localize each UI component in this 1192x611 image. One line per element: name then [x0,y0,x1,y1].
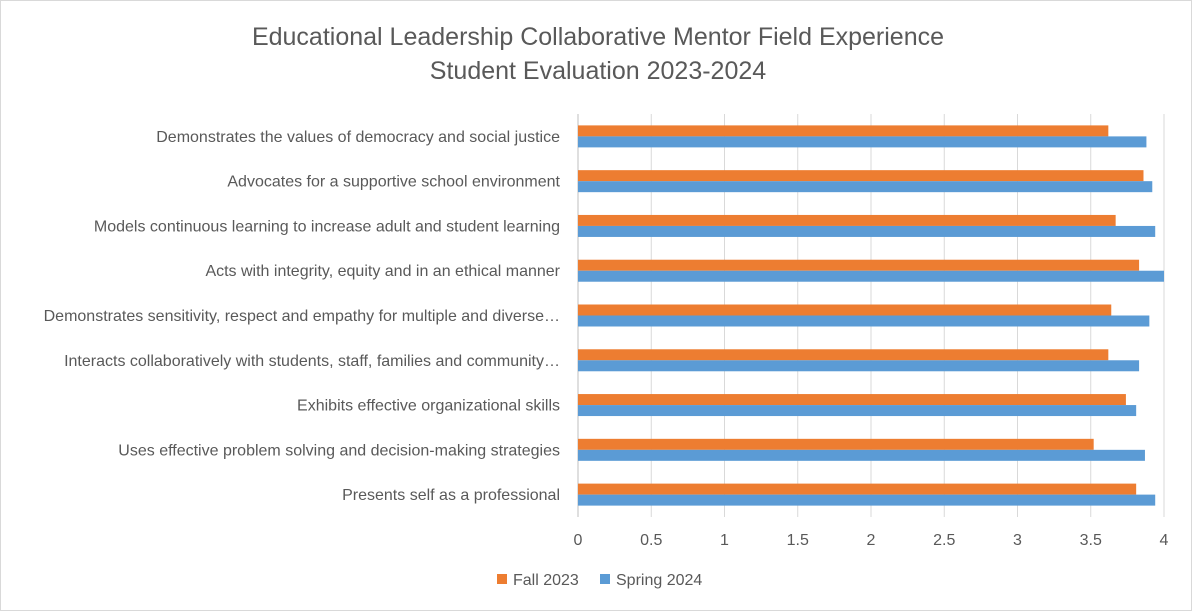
x-tick-label: 3.5 [1080,532,1102,549]
bar-spring-2024 [578,405,1137,417]
bar-fall-2023 [578,438,1094,450]
x-tick-label: 1 [720,532,729,549]
x-tick-label: 0.5 [640,532,662,549]
x-tick-label: 4 [1160,532,1169,549]
bar-spring-2024 [578,494,1156,506]
chart-title-line-2: Student Evaluation 2023-2024 [430,57,766,85]
legend-label: Fall 2023 [513,572,579,589]
legend-label: Spring 2024 [616,572,702,589]
bar-spring-2024 [578,136,1147,148]
bar-fall-2023 [578,304,1112,316]
bar-fall-2023 [578,125,1109,137]
bar-fall-2023 [578,214,1116,226]
bar-spring-2024 [578,181,1153,193]
y-category-label: Acts with integrity, equity and in an et… [205,263,560,280]
bar-spring-2024 [578,315,1150,327]
bar-spring-2024 [578,270,1164,282]
bar-fall-2023 [578,170,1144,182]
bar-spring-2024 [578,360,1140,372]
bar-spring-2024 [578,225,1156,237]
bar-fall-2023 [578,349,1109,361]
x-tick-label: 0 [574,532,583,549]
y-category-label: Uses effective problem solving and decis… [118,442,560,459]
bar-fall-2023 [578,259,1140,271]
y-category-label: Demonstrates sensitivity, respect and em… [44,308,560,325]
bar-spring-2024 [578,449,1145,461]
y-category-label: Presents self as a professional [342,487,560,504]
x-tick-label: 2 [867,532,876,549]
x-tick-label: 3 [1013,532,1022,549]
bar-fall-2023 [578,394,1126,406]
legend-swatch-spring-2024 [600,574,610,584]
legend-swatch-fall-2023 [497,574,507,584]
x-tick-label: 2.5 [933,532,955,549]
x-tick-label: 1.5 [787,532,809,549]
y-category-label: Exhibits effective organizational skills [297,398,560,415]
y-category-label: Models continuous learning to increase a… [94,218,560,235]
y-category-label: Demonstrates the values of democracy and… [156,129,560,146]
y-category-label: Interacts collaboratively with students,… [64,353,560,370]
bar-fall-2023 [578,483,1137,495]
y-category-label: Advocates for a supportive school enviro… [227,174,560,191]
chart-title-line-1: Educational Leadership Collaborative Men… [252,23,944,51]
